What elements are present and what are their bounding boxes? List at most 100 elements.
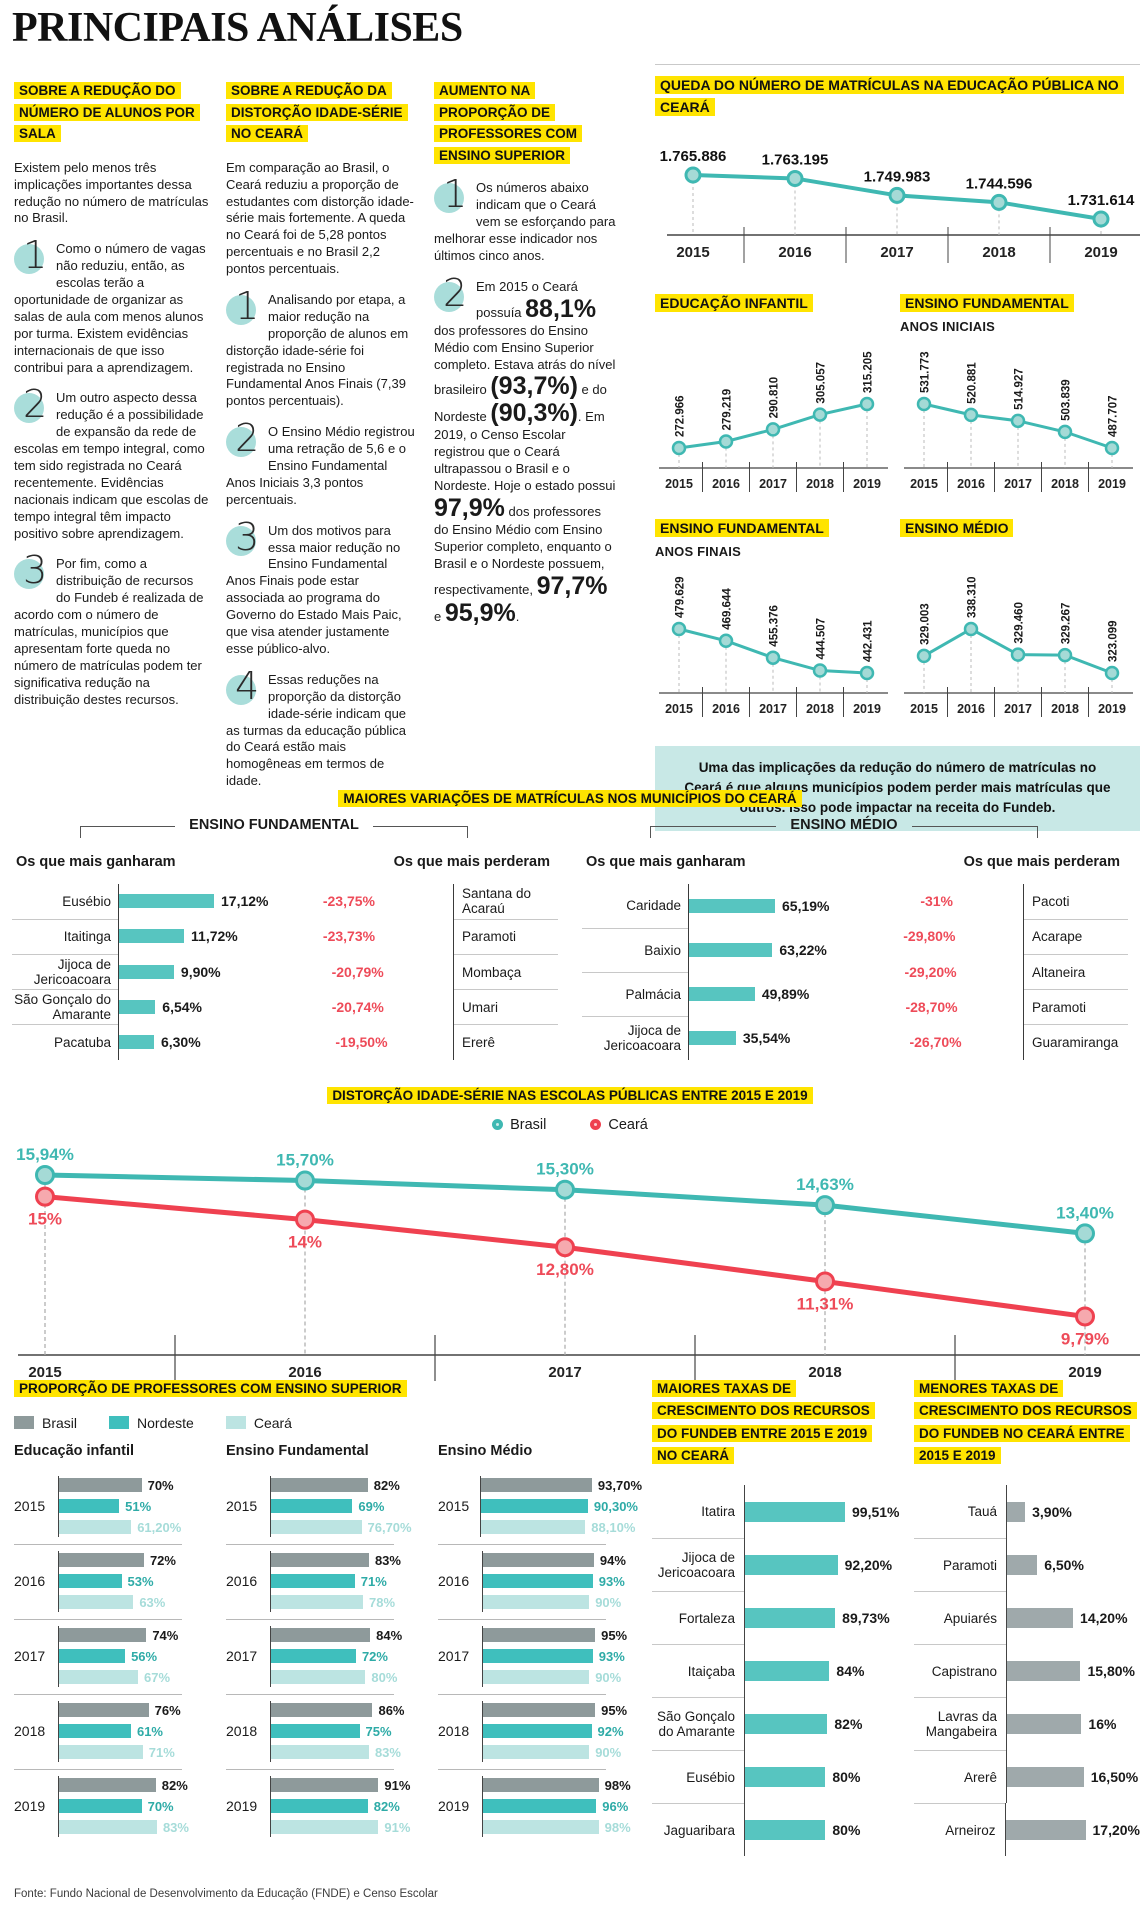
text-segment: Essas reduções na proporção da distorção… (226, 671, 407, 789)
municipality-label: Fortaleza (652, 1591, 744, 1644)
bar (745, 1660, 830, 1681)
bar-value: -23,75% (322, 893, 375, 910)
item-number-badge: 2 (14, 385, 47, 424)
bar-row-brasil: 94% (483, 1553, 642, 1568)
mini-chart-header: EDUCAÇÃO INFANTIL (655, 292, 900, 334)
bar-value: 63% (139, 1594, 166, 1610)
bar-row-nordeste: 71% (271, 1574, 430, 1589)
bar (483, 1778, 599, 1793)
bar (1007, 1607, 1074, 1628)
item-number-badge: 4 (226, 667, 259, 705)
municipality-label: Itaitinga (12, 918, 118, 954)
bar (271, 1628, 371, 1643)
section-header: SOBRE A REDUÇÃO DA DISTORÇÃO IDADE-SÉRIE… (226, 80, 418, 145)
bar-row-nordeste: 61% (59, 1724, 218, 1739)
bar-zone: 84% (744, 1644, 904, 1698)
text-segment: 97,7% (536, 571, 608, 600)
bar-row: Eusébio 17,12% (12, 883, 285, 919)
bar-value: 84% (836, 1662, 865, 1679)
column-distorcao-idade-serie: SOBRE A REDUÇÃO DA DISTORÇÃO IDADE-SÉRIE… (226, 80, 418, 790)
value-label: 1.763.195 (762, 151, 829, 168)
bar-zone: 65,19% (688, 883, 855, 928)
data-point-brasil (1075, 1223, 1095, 1244)
bar-row-nordeste: 72% (271, 1649, 430, 1664)
data-point-brasil (815, 1194, 835, 1215)
bars: 94% 93% 90% (482, 1550, 642, 1612)
bar-value: 72% (361, 1648, 388, 1664)
data-point (671, 440, 687, 456)
year-label: 2015 (14, 1498, 46, 1515)
municipality-label: Acarape (1024, 918, 1128, 954)
section-header-label: SOBRE A REDUÇÃO DA DISTORÇÃO IDADE-SÉRIE… (226, 82, 408, 143)
year-label: 2019 (1068, 1364, 1101, 1381)
year-label: 2015 (438, 1498, 470, 1515)
bar-row-brasil: 98% (483, 1778, 642, 1793)
bar (271, 1799, 368, 1814)
ceara-marker-icon (590, 1119, 602, 1131)
gained-panel: Eusébio 17,12% Itaitinga 11,72% Jijoca de Je… (12, 883, 285, 1060)
bar-value: 82% (373, 1798, 400, 1814)
data-point (1092, 210, 1110, 228)
text-segment: . Em 2019, o Censo Escolar registrou que… (434, 409, 616, 494)
data-point (963, 621, 979, 637)
year-label: 2017 (226, 1648, 258, 1665)
data-point (1010, 647, 1026, 662)
bar-row-nordeste: 53% (59, 1574, 218, 1589)
data-point (684, 166, 702, 184)
value-label: 323.099 (1108, 620, 1120, 662)
gained-rows: Eusébio 17,12% Itaitinga 11,72% Jijoca de Je… (12, 883, 285, 1060)
lost-label: Os que mais perderam (963, 853, 1120, 870)
municipality-label: Baixio (582, 927, 688, 972)
value-label: 487.707 (1108, 395, 1120, 437)
bar-value: 51% (125, 1498, 152, 1514)
legend-item-ceara: Ceará (225, 1415, 292, 1431)
legend-label-brasil: Brasil (42, 1414, 78, 1431)
bar-row-brasil: 95% (483, 1628, 642, 1643)
text-segment: Por fim, como a distribuição de recursos… (14, 556, 204, 707)
bar-zone: 17,12% (118, 883, 285, 919)
bar (483, 1724, 592, 1739)
year-label: 2019 (853, 477, 881, 491)
gained-label: Os que mais ganharam (16, 853, 176, 870)
year-label: 2015 (226, 1498, 258, 1515)
value-label: 329.267 (1061, 602, 1073, 644)
data-point (990, 193, 1008, 211)
group-bracket: ENSINO MÉDIO (650, 817, 1038, 838)
year-label: 2017 (438, 1648, 470, 1665)
bar-row-nordeste: 93% (483, 1574, 642, 1589)
bar (689, 898, 775, 913)
bar-value: 11,72% (191, 928, 238, 945)
numbered-item: 2 Um outro aspecto dessa redução é a poss… (14, 376, 210, 542)
mini-chart-title: ENSINO FUNDAMENTAL (900, 293, 1074, 312)
bar-row-ceará: 76,70% (271, 1520, 430, 1535)
legend-label-brasil: Brasil (510, 1116, 547, 1133)
year-label: 2017 (1004, 477, 1032, 491)
bar-value: 88,10% (591, 1519, 636, 1535)
enrollment-chart: 1.765.886 2015 1.763.195 2016 1.749.983 2017 1… (655, 123, 1140, 280)
bar (271, 1820, 379, 1835)
mini-charts-grid: EDUCAÇÃO INFANTIL 272.966 2015 279.219 2016 2… (655, 292, 1140, 732)
brasil-swatch-icon (14, 1416, 34, 1430)
bar-row-brasil: 91% (271, 1778, 430, 1793)
gained-panel: Caridade 65,19% Baixio 63,22% Palmácia 49,89%… (582, 883, 855, 1060)
bar-row-brasil: 74% (59, 1628, 218, 1643)
bar-row: -28,70% Paramoti (855, 989, 1128, 1025)
bar (59, 1499, 120, 1514)
bar-zone: 9,90% (118, 954, 285, 990)
chart-title: Ensino Fundamental (226, 1442, 369, 1459)
bar-row-brasil: 72% (59, 1553, 218, 1568)
bar-row-nordeste: 75% (271, 1724, 430, 1739)
bar (59, 1703, 149, 1718)
bar-value: 93,70% (597, 1477, 642, 1493)
year-group: 2018 76% 61% 71% (14, 1693, 218, 1769)
municipality-label: Jijoca de Jericoacoara (652, 1538, 744, 1591)
year-label: 2019 (1084, 244, 1117, 261)
professors-charts: Educação infantil 2015 70% 51% 61,20% 2016 72%… (14, 1443, 642, 1844)
group-title: ENSINO FUNDAMENTAL (189, 816, 359, 833)
bar-zone: -28,70% (855, 989, 1024, 1025)
item-number-badge: 1 (434, 175, 467, 214)
value-label: 290.810 (769, 377, 781, 419)
bar (689, 942, 773, 957)
bar-value: -31% (920, 893, 953, 910)
